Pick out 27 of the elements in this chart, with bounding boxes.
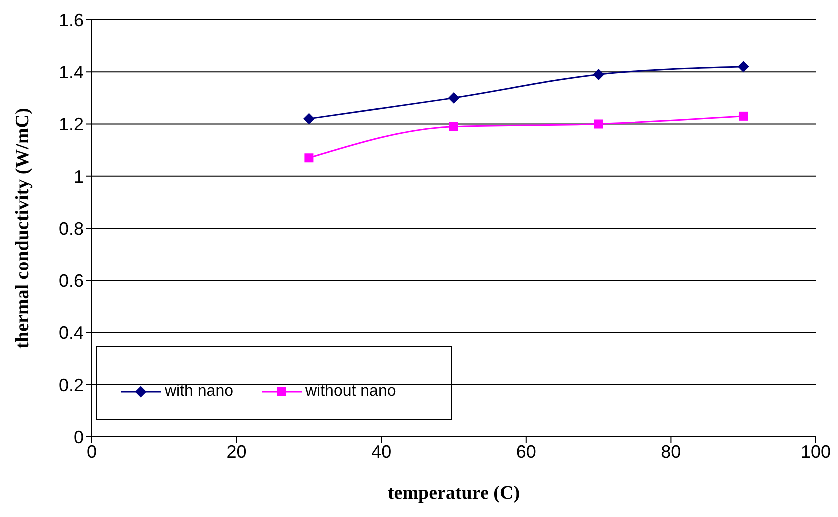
point	[739, 112, 748, 121]
point	[594, 120, 604, 129]
point	[448, 92, 460, 104]
y-tick-label: 0.2	[58, 375, 84, 396]
x-tick-label: 20	[226, 442, 247, 462]
point	[738, 61, 750, 72]
y-tick-label: 1.6	[58, 10, 84, 30]
point	[593, 69, 604, 80]
x-axis-title: temperature (C)	[388, 483, 520, 504]
y-tick-label: 1	[74, 166, 84, 187]
y-tick-label: 1.2	[58, 114, 84, 135]
x-tick-label: 40	[372, 442, 392, 462]
y-tick-label: 0.4	[58, 323, 84, 344]
point	[304, 154, 314, 163]
x-tick-label: 0	[86, 442, 98, 462]
point	[450, 122, 458, 132]
y-axis-title: thermal conductivity (W/mC)	[12, 108, 34, 349]
legend-label: with nano	[165, 383, 234, 401]
x-tick-label: 80	[661, 442, 682, 462]
y-tick-label: 0	[74, 427, 84, 448]
y-tick-label: 0.6	[58, 271, 84, 292]
legend-label: without nano	[306, 383, 396, 401]
x-tick-label: 100	[800, 442, 832, 462]
y-tick-label: 1.4	[58, 62, 84, 83]
x-tick-label: 60	[516, 442, 536, 462]
y-tick-label: 0.8	[58, 218, 84, 239]
point	[304, 114, 315, 125]
